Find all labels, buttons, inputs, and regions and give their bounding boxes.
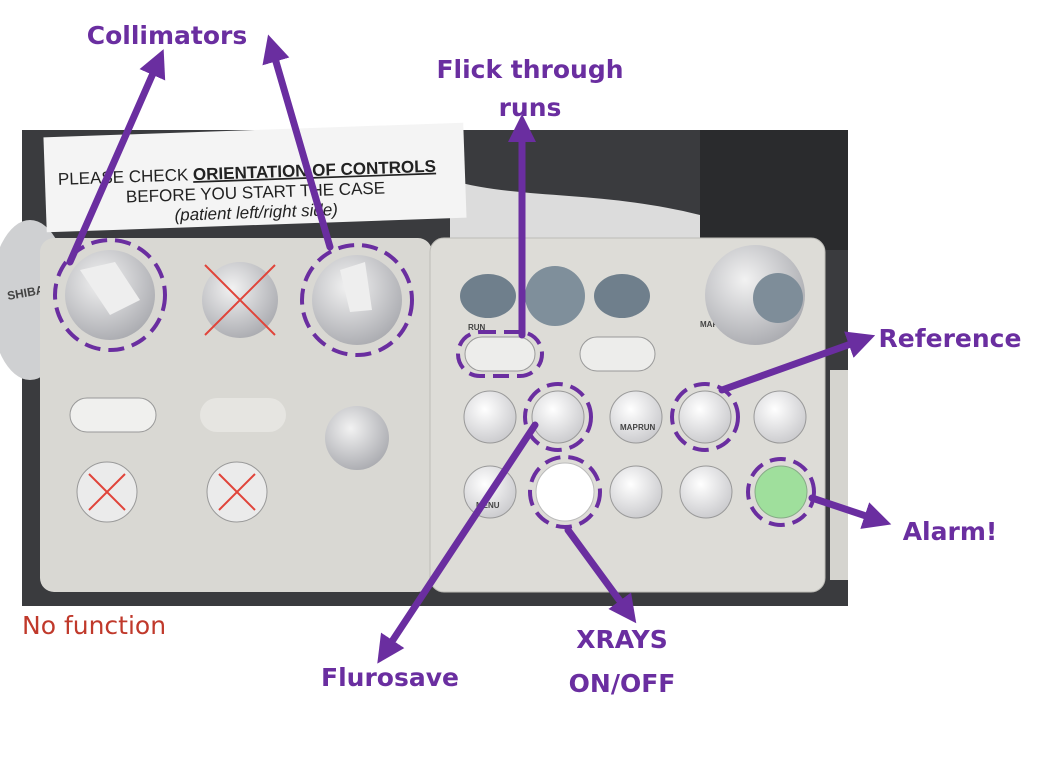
brand: SHIBA (6, 283, 46, 303)
button (679, 465, 733, 519)
label: ON/OFF (569, 669, 676, 698)
label: Alarm! (903, 517, 998, 546)
cables (450, 180, 700, 250)
xray-button (535, 462, 595, 522)
arrow (718, 331, 876, 394)
rocker-button (69, 397, 157, 433)
panel-edge (830, 370, 848, 580)
label: XRAYS (576, 625, 668, 654)
blank-slot (200, 398, 286, 432)
knob-handle (80, 262, 140, 315)
sign-text: PLEASE CHECK (58, 165, 190, 189)
highlight-circle (670, 382, 740, 452)
arrow (564, 526, 637, 624)
arrow (808, 494, 892, 529)
highlight-circle (523, 382, 593, 452)
button-caption: RUN (468, 323, 486, 332)
highlight-circle (746, 457, 816, 527)
run-rocker (464, 336, 536, 372)
left-controls (65, 250, 402, 523)
button-caption: MAP (620, 423, 638, 432)
button-caption: MENU (476, 501, 500, 510)
arrow (262, 34, 334, 251)
next-button (594, 274, 650, 318)
reference-button (678, 390, 732, 444)
knob-handle (340, 262, 372, 312)
button-caption: MAP (700, 320, 718, 329)
label: No function (22, 611, 166, 640)
label: Collimators (87, 21, 248, 50)
highlight-circle (53, 238, 167, 352)
label: Flick through (436, 55, 623, 84)
alarm-button (754, 465, 808, 519)
warning-sign: PLEASE CHECK ORIENTATION OF CONTROLS BEF… (43, 122, 467, 233)
label: runs (499, 93, 562, 122)
highlight-pill (456, 330, 544, 378)
arrow (377, 421, 539, 664)
handle-button (753, 273, 803, 323)
button (753, 390, 807, 444)
joystick (325, 406, 389, 470)
labels: Collimators Flick through runs Reference… (22, 21, 1021, 698)
arrows (66, 34, 892, 664)
cross (218, 473, 256, 511)
timer-button (609, 465, 663, 519)
button (609, 390, 663, 444)
highlight-circle (528, 455, 602, 529)
highlight-circle (300, 243, 414, 357)
highlights (53, 238, 816, 529)
prev-button (460, 274, 516, 318)
cross (88, 473, 126, 511)
label: Reference (879, 324, 1022, 353)
play-button (525, 266, 585, 326)
map-rocker (579, 336, 656, 372)
dark-corner (700, 130, 848, 250)
cross (204, 264, 276, 336)
right-controls: RUN MAP MAP RUN MENU (460, 245, 808, 522)
button (463, 390, 517, 444)
button-caption: RUN (638, 423, 656, 432)
arrow (66, 49, 166, 266)
flurosave-button (531, 390, 585, 444)
label: Flurosave (321, 663, 459, 692)
sign-paper (43, 122, 467, 233)
